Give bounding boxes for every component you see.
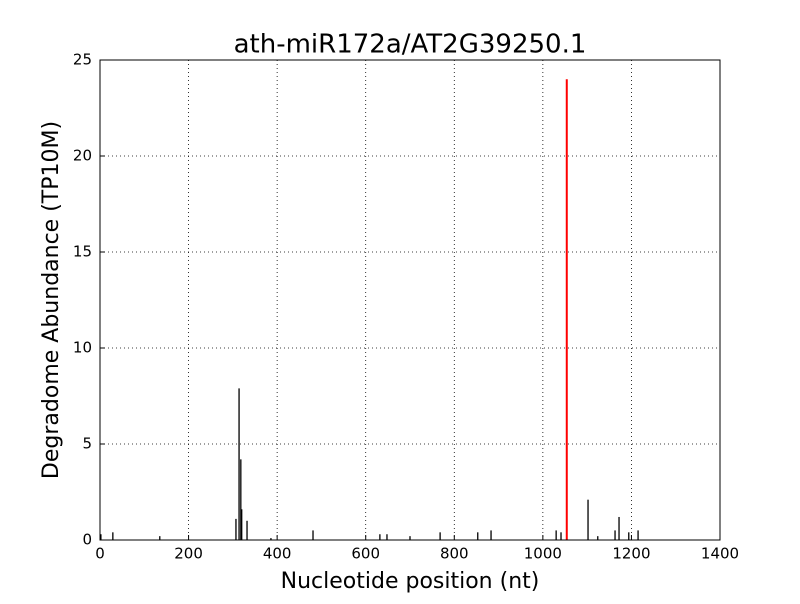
y-axis-label: Degradome Abundance (TP10M)	[39, 121, 64, 479]
x-tick-label: 800	[440, 545, 469, 563]
y-tick-label: 25	[73, 51, 92, 69]
y-tick-label: 15	[73, 243, 92, 261]
x-tick-label: 600	[351, 545, 380, 563]
y-tick-label: 0	[82, 531, 92, 549]
y-tick-label: 10	[73, 339, 92, 357]
plot-frame	[99, 59, 721, 541]
x-tick-label: 1200	[612, 545, 650, 563]
x-axis-label: Nucleotide position (nt)	[281, 569, 540, 594]
x-tick-label: 400	[263, 545, 292, 563]
x-tick-label: 1400	[701, 545, 739, 563]
x-tick-label: 1000	[524, 545, 562, 563]
y-tick-label: 5	[82, 435, 92, 453]
x-tick-label: 200	[174, 545, 203, 563]
x-tick-label: 0	[95, 545, 105, 563]
chart-title: ath-miR172a/AT2G39250.1	[234, 30, 587, 60]
y-tick-label: 20	[73, 147, 92, 165]
